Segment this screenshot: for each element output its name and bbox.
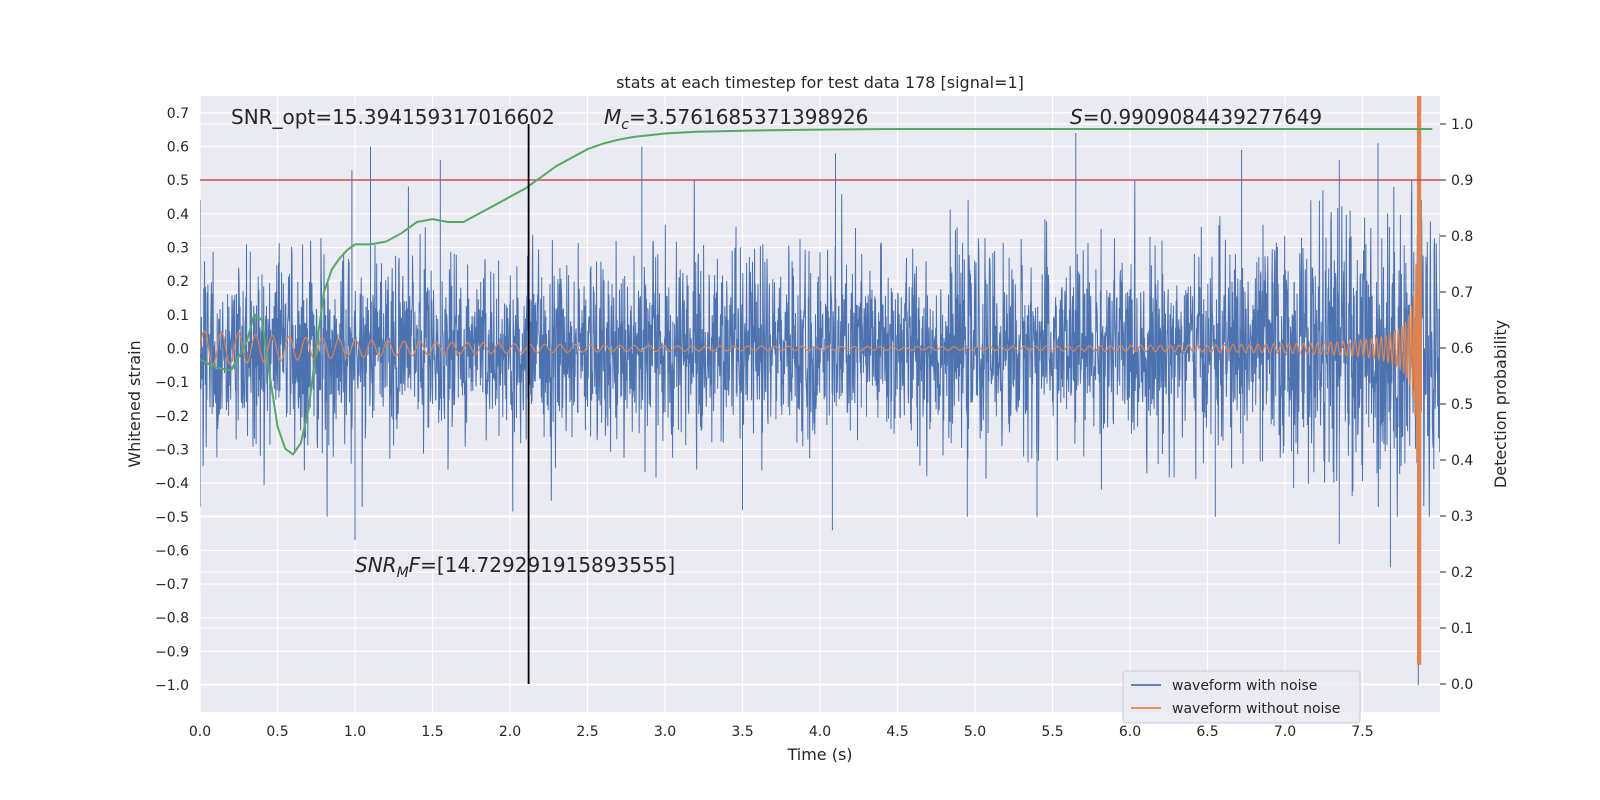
x-tick-label: 7.5 bbox=[1351, 724, 1373, 740]
x-tick-label: 1.0 bbox=[344, 724, 366, 740]
y-right-tick-labels: 1.0 0.9 0.8 0.7 0.6 0.5 0.4 0.3 0.2 0.1 0.0 bbox=[1440, 117, 1473, 693]
y-left-tick-label: 0.5 bbox=[167, 173, 189, 189]
x-tick-label: 5.5 bbox=[1041, 724, 1063, 740]
x-tick-label: 0.0 bbox=[189, 724, 211, 740]
y-left-tick-label: −0.1 bbox=[155, 375, 189, 391]
y-right-axis-label: Detection probability bbox=[1491, 320, 1510, 488]
annotation-snr-opt: SNR_opt=15.394159317016602 bbox=[231, 105, 555, 129]
y-left-tick-label: −0.8 bbox=[155, 611, 189, 627]
x-tick-label: 0.5 bbox=[266, 724, 288, 740]
y-left-tick-label: −0.2 bbox=[155, 409, 189, 425]
y-right-tick-label: 0.8 bbox=[1451, 229, 1473, 245]
y-left-tick-label: 0.7 bbox=[167, 106, 189, 122]
chart-title: stats at each timestep for test data 178… bbox=[616, 73, 1024, 92]
y-left-tick-label: −0.5 bbox=[155, 510, 189, 526]
y-right-tick-label: 0.5 bbox=[1451, 397, 1473, 413]
annotation-s: S=0.9909084439277649 bbox=[1070, 105, 1322, 129]
x-tick-label: 1.5 bbox=[421, 724, 443, 740]
x-tick-label: 2.0 bbox=[499, 724, 521, 740]
x-tick-label: 6.0 bbox=[1119, 724, 1141, 740]
x-tick-label: 7.0 bbox=[1274, 724, 1296, 740]
x-tick-label: 4.5 bbox=[886, 724, 908, 740]
y-right-tick-label: 0.0 bbox=[1451, 677, 1473, 693]
y-right-tick-label: 0.2 bbox=[1451, 565, 1473, 581]
y-right-tick-label: 0.1 bbox=[1451, 621, 1473, 637]
y-left-tick-label: 0.1 bbox=[167, 308, 189, 324]
y-right-tick-label: 0.4 bbox=[1451, 453, 1473, 469]
x-tick-label: 3.5 bbox=[731, 724, 753, 740]
y-right-tick-label: 0.7 bbox=[1451, 285, 1473, 301]
y-left-axis-label: Whitened strain bbox=[125, 340, 144, 467]
legend: waveform with noise waveform without noi… bbox=[1122, 670, 1361, 724]
y-left-tick-label: 0.3 bbox=[167, 240, 189, 256]
x-tick-label: 4.0 bbox=[809, 724, 831, 740]
x-tick-label: 3.0 bbox=[654, 724, 676, 740]
y-left-tick-label: −0.4 bbox=[155, 476, 189, 492]
x-axis-label: Time (s) bbox=[786, 745, 852, 764]
y-left-tick-label: −0.3 bbox=[155, 442, 189, 458]
annotation-snr-mf: SNRMF=[14.729291915893555] bbox=[355, 553, 675, 581]
y-left-tick-label: −0.6 bbox=[155, 543, 189, 559]
series-detection-probability bbox=[200, 128, 1433, 456]
y-left-tick-label: −1.0 bbox=[155, 678, 189, 694]
y-left-tick-label: −0.9 bbox=[155, 644, 189, 660]
legend-box bbox=[1122, 670, 1361, 724]
x-tick-label: 6.5 bbox=[1196, 724, 1218, 740]
y-left-tick-label: 0.6 bbox=[167, 139, 189, 155]
y-left-tick-label: −0.7 bbox=[155, 577, 189, 593]
legend-label-clean: waveform without noise bbox=[1172, 701, 1340, 717]
x-tick-labels: 0.0 0.5 1.0 1.5 2.0 2.5 3.0 3.5 4.0 4.5 5.0 5.5 6.0 6… bbox=[189, 724, 1374, 740]
y-left-tick-label: 0.2 bbox=[167, 274, 189, 290]
legend-label-noise: waveform with noise bbox=[1172, 678, 1317, 694]
y-right-tick-label: 0.3 bbox=[1451, 509, 1473, 525]
x-tick-label: 2.5 bbox=[576, 724, 598, 740]
y-right-tick-label: 0.9 bbox=[1451, 173, 1473, 189]
x-tick-label: 5.0 bbox=[964, 724, 986, 740]
y-left-tick-label: 0.4 bbox=[167, 207, 189, 223]
y-right-tick-label: 0.6 bbox=[1451, 341, 1473, 357]
y-left-tick-label: 0.0 bbox=[167, 341, 189, 357]
annotation-chirp-mass: Mc=3.5761685371398926 bbox=[604, 105, 868, 133]
y-left-tick-labels: 0.7 0.6 0.5 0.4 0.3 0.2 0.1 0.0 −0.1 −0.2 −0.3 −0.4… bbox=[155, 106, 189, 694]
y-right-tick-label: 1.0 bbox=[1451, 117, 1473, 133]
series-waveform-without-noise bbox=[200, 96, 1422, 665]
